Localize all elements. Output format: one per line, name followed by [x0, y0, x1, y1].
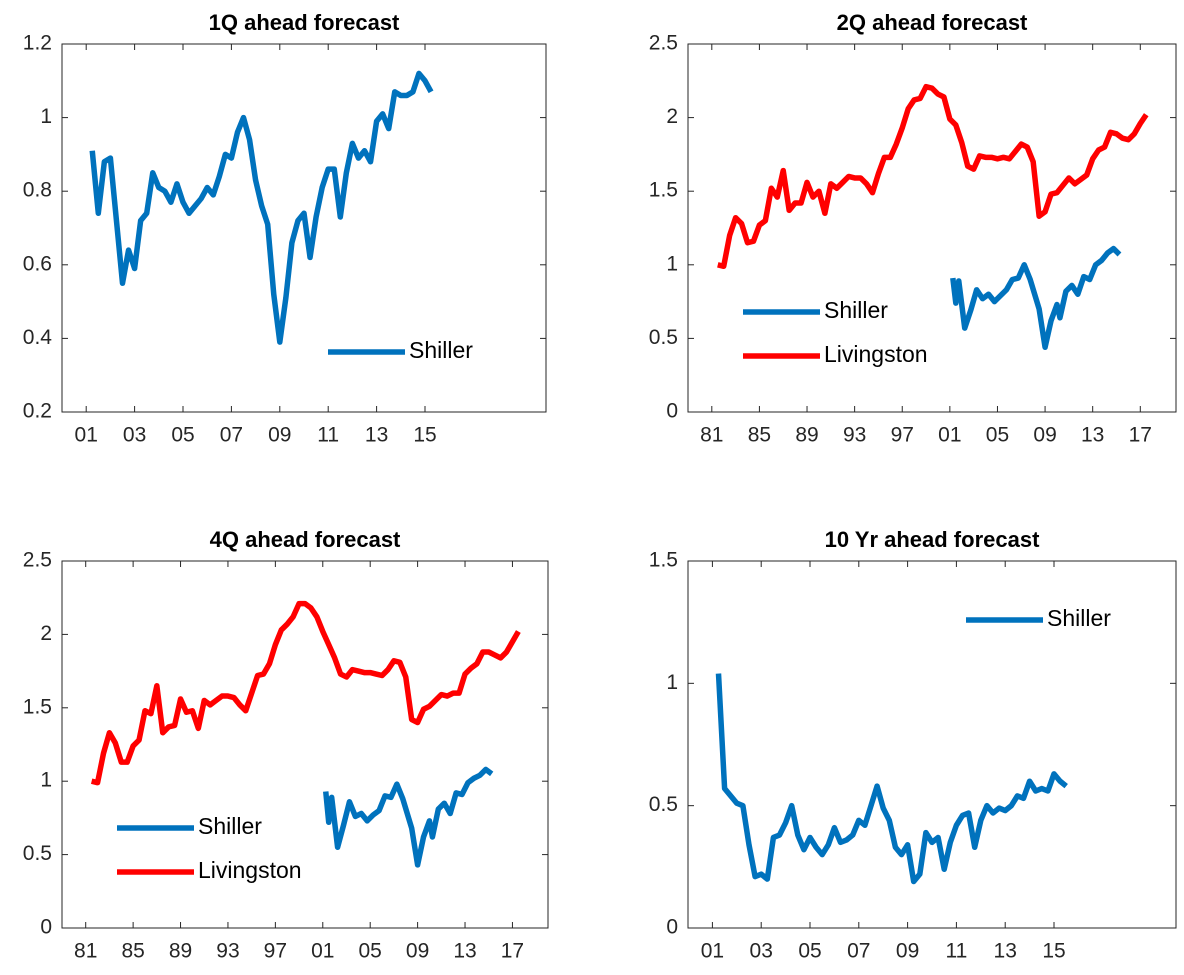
panel: 1Q ahead forecast 0.2 0.4 0.6 0.8 1 1.2 01 03 05 0… [23, 10, 547, 447]
x-tick-label: 93 [216, 940, 239, 963]
legend-label: Shiller [409, 337, 473, 363]
chart-title: 10 Yr ahead forecast [825, 527, 1040, 552]
x-tick-label: 05 [171, 424, 194, 447]
chart-title: 1Q ahead forecast [209, 10, 400, 35]
x-tick-label: 97 [891, 424, 914, 447]
x-tick-label: 89 [169, 940, 192, 963]
series-line [89, 70, 434, 345]
series-line [90, 600, 521, 786]
x-tick-label: 15 [1042, 940, 1065, 963]
y-tick-label: 1 [666, 252, 678, 275]
x-tick-label: 97 [264, 940, 287, 963]
y-tick-label: 2 [666, 105, 678, 128]
y-tick-label: 0.5 [649, 793, 678, 816]
x-tick-label: 03 [750, 940, 773, 963]
x-tick-label: 89 [795, 424, 818, 447]
y-tick-label: 0.5 [23, 842, 52, 865]
series-line [950, 245, 1122, 350]
plot-frame [687, 43, 1177, 413]
x-tick-label: 01 [938, 424, 961, 447]
y-tick-label: 1 [40, 769, 52, 792]
plot-frame [61, 560, 549, 929]
x-tick-label: 09 [896, 940, 919, 963]
x-tick-label: 17 [501, 940, 524, 963]
x-tick-label: 09 [1033, 424, 1056, 447]
x-tick-label: 05 [359, 940, 382, 963]
legend-label: Livingston [198, 857, 302, 883]
x-tick-label: 15 [413, 424, 436, 447]
x-tick-label: 01 [75, 424, 98, 447]
y-tick-label: 1 [40, 105, 52, 128]
y-tick-label: 2.5 [649, 32, 678, 55]
x-tick-label: 17 [1129, 424, 1152, 447]
x-tick-label: 11 [317, 424, 339, 447]
x-tick-label: 05 [798, 940, 821, 963]
y-tick-label: 1.2 [23, 32, 52, 55]
x-tick-label: 05 [986, 424, 1009, 447]
x-tick-label: 01 [701, 940, 724, 963]
x-tick-label: 81 [700, 424, 723, 447]
x-tick-label: 13 [994, 940, 1017, 963]
x-tick-label: 13 [453, 940, 476, 963]
x-tick-label: 03 [123, 424, 146, 447]
chart-title: 2Q ahead forecast [837, 10, 1028, 35]
legend-label: Shiller [824, 297, 888, 323]
y-tick-label: 0.6 [23, 252, 52, 275]
x-tick-label: 13 [1081, 424, 1104, 447]
y-tick-label: 1.5 [649, 549, 678, 572]
y-tick-label: 1.5 [649, 179, 678, 202]
x-tick-label: 85 [121, 940, 144, 963]
y-tick-label: 0 [666, 400, 678, 423]
x-tick-label: 07 [220, 424, 243, 447]
y-tick-label: 0.4 [23, 326, 53, 349]
panel: 4Q ahead forecast 0 0.5 1 1.5 2 2.5 81 85 89 93 97 0… [23, 527, 549, 963]
y-tick-label: 0.8 [23, 179, 52, 202]
series-line [715, 673, 1068, 885]
x-tick-label: 01 [311, 940, 334, 963]
x-tick-label: 13 [365, 424, 388, 447]
plot-frame [61, 43, 547, 413]
x-tick-label: 09 [406, 940, 429, 963]
chart-title: 4Q ahead forecast [210, 527, 401, 552]
y-tick-label: 2 [40, 622, 52, 645]
x-tick-label: 93 [843, 424, 866, 447]
series-line [323, 766, 494, 868]
panel: 2Q ahead forecast 0 0.5 1 1.5 2 2.5 81 85 89 93 97 0… [649, 10, 1177, 447]
y-tick-label: 0 [666, 916, 678, 939]
x-tick-label: 09 [268, 424, 291, 447]
y-tick-label: 0.5 [649, 326, 678, 349]
y-tick-label: 1.5 [23, 695, 52, 718]
x-tick-label: 07 [847, 940, 870, 963]
series-line [717, 83, 1149, 270]
legend-label: Shiller [1047, 605, 1111, 631]
x-tick-label: 11 [945, 940, 967, 963]
legend-label: Livingston [824, 341, 928, 367]
y-tick-label: 0 [40, 916, 52, 939]
y-tick-label: 1 [666, 671, 678, 694]
y-tick-label: 2.5 [23, 549, 52, 572]
legend-label: Shiller [198, 813, 262, 839]
x-tick-label: 81 [74, 940, 97, 963]
y-tick-label: 0.2 [23, 400, 52, 423]
plot-frame [687, 560, 1177, 929]
panel: 10 Yr ahead forecast 0 0.5 1 1.5 01 03 05 07 09 11… [649, 527, 1177, 963]
x-tick-label: 85 [748, 424, 771, 447]
